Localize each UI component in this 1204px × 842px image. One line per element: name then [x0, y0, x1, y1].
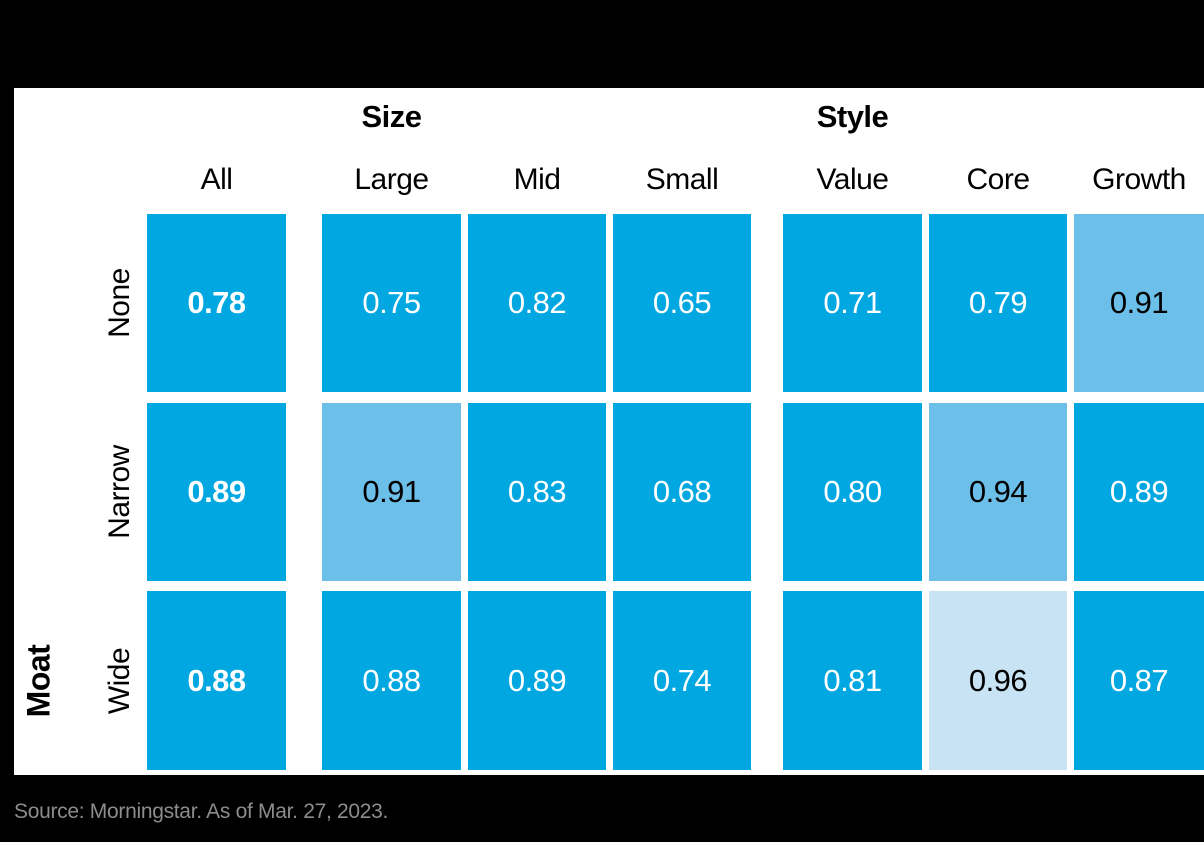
- cell-wide-small: 0.74: [613, 591, 751, 770]
- column-label-growth: Growth: [1092, 163, 1186, 196]
- cell-narrow-all: 0.89: [147, 403, 286, 581]
- cell-wide-growth: 0.87: [1074, 591, 1204, 770]
- column-label-small: Small: [645, 163, 719, 196]
- cell-wide-all: 0.88: [147, 591, 286, 770]
- column-label-large: Large: [354, 163, 429, 196]
- cell-none-large: 0.75: [322, 214, 461, 392]
- column-label-core: Core: [966, 163, 1030, 196]
- group-header-size: Size: [361, 99, 422, 134]
- cell-none-value: 0.71: [783, 214, 922, 392]
- column-label-all: All: [200, 163, 233, 196]
- cell-narrow-mid: 0.83: [468, 403, 606, 581]
- cell-none-small: 0.65: [613, 214, 751, 392]
- source-note: Source: Morningstar. As of Mar. 27, 2023…: [14, 800, 389, 823]
- chart-panel: Size Style All Large Mid Small Value Cor…: [14, 88, 1204, 775]
- cell-narrow-value: 0.80: [783, 403, 922, 581]
- cell-wide-large: 0.88: [322, 591, 461, 770]
- cell-none-core: 0.79: [929, 214, 1067, 392]
- row-label-text: Wide: [103, 647, 136, 714]
- cell-wide-value: 0.81: [783, 591, 922, 770]
- group-header-style: Style: [816, 99, 889, 134]
- column-label-value: Value: [816, 163, 889, 196]
- cell-narrow-large: 0.91: [322, 403, 461, 581]
- cell-narrow-growth: 0.89: [1074, 403, 1204, 581]
- cell-wide-core: 0.96: [929, 591, 1067, 770]
- cell-narrow-core: 0.94: [929, 403, 1067, 581]
- cell-narrow-small: 0.68: [613, 403, 751, 581]
- cell-wide-mid: 0.89: [468, 591, 606, 770]
- row-label-wide: Wide: [96, 591, 144, 770]
- row-label-none: None: [96, 214, 144, 392]
- row-dimension-text: Moat: [20, 644, 57, 717]
- column-label-mid: Mid: [513, 163, 561, 196]
- row-dimension-label-moat: Moat: [16, 591, 62, 770]
- cell-none-growth: 0.91: [1074, 214, 1204, 392]
- cell-none-all: 0.78: [147, 214, 286, 392]
- row-label-text: Narrow: [103, 445, 136, 539]
- cell-none-mid: 0.82: [468, 214, 606, 392]
- row-label-narrow: Narrow: [96, 403, 144, 581]
- row-label-text: None: [103, 268, 136, 338]
